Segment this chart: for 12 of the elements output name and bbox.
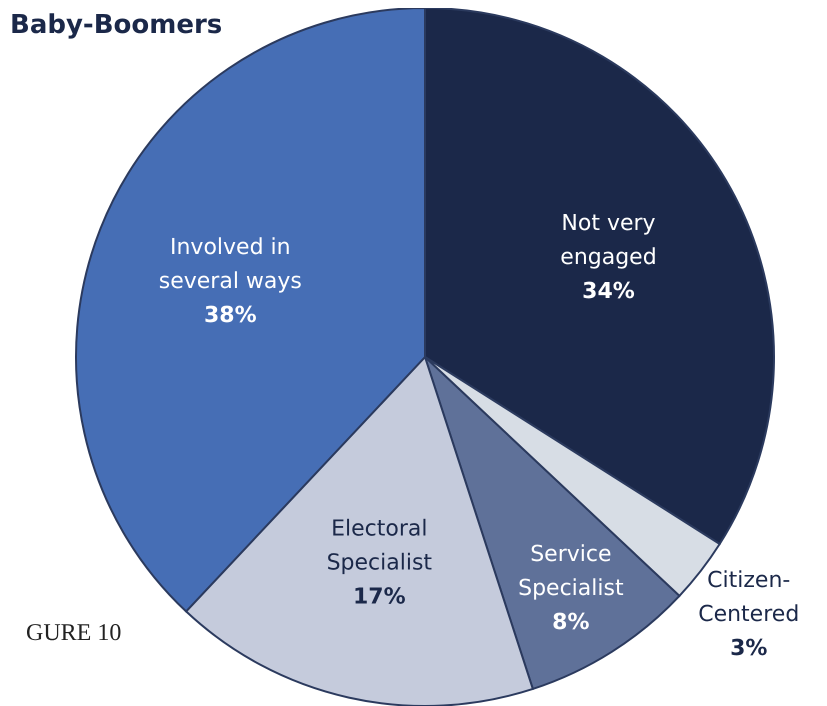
- slice-label: Not very engaged: [560, 211, 657, 270]
- data-label: 34%: [582, 279, 635, 304]
- data-label: 17%: [352, 584, 406, 610]
- data-label: 38%: [204, 302, 257, 328]
- data-label: 8%: [552, 610, 590, 635]
- slice-label: Citizen-Centered: [698, 568, 800, 627]
- slice-label: Electoral Specialist: [326, 516, 432, 576]
- text: GURE 10: [26, 620, 122, 647]
- slice-label: Involved in several ways: [158, 234, 302, 294]
- chart-title: Baby-Boomers: [10, 10, 222, 40]
- slice-label: Service Specialist: [518, 542, 624, 601]
- data-label: 3%: [730, 636, 768, 661]
